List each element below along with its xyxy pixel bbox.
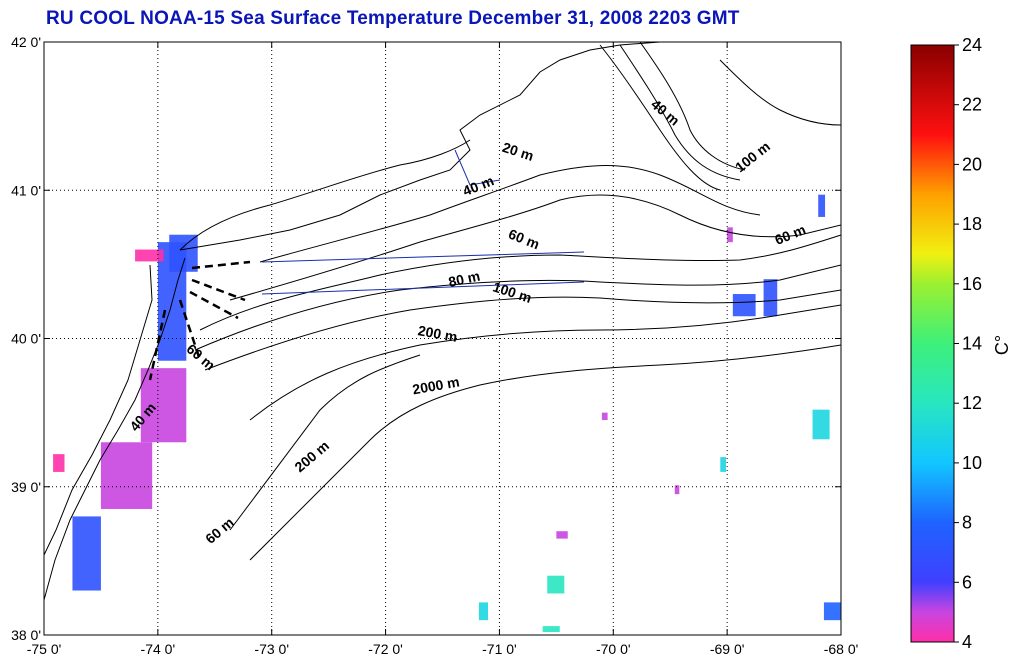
colorbar-tick-label: 20 bbox=[962, 154, 982, 174]
sst-patch bbox=[823, 602, 841, 621]
grid bbox=[44, 42, 841, 635]
colorbar-tick-label: 14 bbox=[962, 334, 982, 354]
colorbar-tick-label: 22 bbox=[962, 95, 982, 115]
x-tick-label: -74 0' bbox=[141, 641, 176, 657]
x-tick-label: -68 0' bbox=[824, 641, 859, 657]
colorbar-tick-label: 8 bbox=[962, 513, 972, 533]
sst-patch bbox=[547, 575, 565, 594]
sst-patch bbox=[732, 294, 756, 317]
transect-lines bbox=[261, 149, 585, 295]
sst-patch bbox=[674, 485, 680, 495]
depth-label: 2000 m bbox=[411, 373, 461, 397]
depth-label: 80 m bbox=[447, 268, 482, 290]
sst-patch bbox=[720, 457, 727, 472]
colorbar-tick-label: 24 bbox=[962, 35, 982, 55]
sst-patch bbox=[72, 516, 101, 591]
sst-patch bbox=[763, 279, 778, 317]
depth-label: 100 m bbox=[491, 278, 534, 305]
sst-patch bbox=[169, 234, 198, 272]
y-axis: 38 0' 39 0' 40 0' 41 0' 42 0' bbox=[11, 34, 841, 643]
depth-label: 200 m bbox=[291, 437, 332, 475]
sst-patch bbox=[727, 227, 733, 243]
sst-patch bbox=[556, 531, 568, 539]
x-tick-label: -71 0' bbox=[482, 641, 517, 657]
colorbar bbox=[910, 44, 955, 643]
sst-patch bbox=[478, 602, 489, 621]
depth-label: 100 m bbox=[732, 138, 773, 175]
depth-label: 60 m bbox=[202, 514, 237, 547]
x-tick-label: -73 0' bbox=[254, 641, 289, 657]
y-tick-label: 40 0' bbox=[11, 331, 41, 347]
map-title: RU COOL NOAA-15 Sea Surface Temperature … bbox=[46, 8, 740, 29]
y-tick-label: 42 0' bbox=[11, 34, 41, 50]
colorbar-ticks: 24 22 20 18 16 14 12 10 8 6 4 bbox=[954, 35, 982, 652]
y-tick-label: 39 0' bbox=[11, 479, 41, 495]
sst-patch bbox=[100, 442, 153, 509]
y-tick-label: 38 0' bbox=[11, 627, 41, 643]
sst-patch bbox=[53, 454, 65, 472]
depth-label: 60 m bbox=[772, 221, 808, 248]
colorbar-tick-label: 12 bbox=[962, 393, 982, 413]
x-tick-label: -70 0' bbox=[596, 641, 631, 657]
colorbar-unit: C° bbox=[992, 335, 1012, 355]
depth-label: 200 m bbox=[417, 322, 459, 345]
colorbar-tick-label: 16 bbox=[962, 274, 982, 294]
colorbar-tick-label: 10 bbox=[962, 453, 982, 473]
x-tick-label: -75 0' bbox=[27, 641, 62, 657]
sst-patch bbox=[135, 249, 164, 262]
x-tick-label: -69 0' bbox=[710, 641, 745, 657]
depth-label: 60 m bbox=[184, 341, 219, 374]
dashed-tracks bbox=[148, 260, 251, 381]
depth-label: 60 m bbox=[506, 226, 542, 253]
colorbar-tick-label: 6 bbox=[962, 572, 972, 592]
sst-patch bbox=[140, 368, 187, 443]
depth-label: 20 m bbox=[500, 139, 535, 164]
sst-patch bbox=[601, 412, 608, 421]
sst-patches bbox=[53, 194, 841, 633]
x-tick-label: -72 0' bbox=[368, 641, 403, 657]
colorbar-tick-label: 18 bbox=[962, 214, 982, 234]
sst-patch bbox=[812, 409, 830, 440]
x-axis: -75 0' -74 0' -73 0' -72 0' -71 0' -70 0' -69 … bbox=[27, 42, 859, 657]
coastline-bathymetry bbox=[44, 42, 841, 601]
sst-patch bbox=[818, 194, 826, 217]
colorbar-tick-label: 4 bbox=[962, 632, 972, 652]
y-tick-label: 41 0' bbox=[11, 182, 41, 198]
sst-patch bbox=[542, 626, 560, 633]
